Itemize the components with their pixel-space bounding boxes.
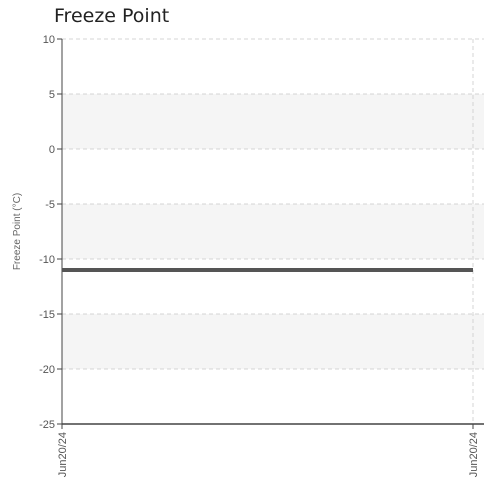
y-tick-label: 10 <box>43 34 55 46</box>
y-tick-label: -15 <box>39 309 55 321</box>
grid-band <box>62 94 484 149</box>
y-tick-label: 5 <box>49 89 55 101</box>
x-tick-label: Jun20/24 <box>57 432 69 477</box>
axis-layer <box>57 38 484 429</box>
chart-title: Freeze Point <box>54 5 170 27</box>
band-layer <box>62 94 484 369</box>
y-tick-label: -5 <box>45 199 55 211</box>
y-tick-label: -10 <box>39 254 55 266</box>
grid-band <box>62 314 484 369</box>
y-axis-label: Freeze Point (°C) <box>12 193 23 270</box>
y-tick-label: -25 <box>39 419 55 431</box>
x-tick-label: Jun20/24 <box>468 432 480 477</box>
grid-band <box>62 204 484 259</box>
y-tick-label: 0 <box>49 144 55 156</box>
y-tick-label: -20 <box>39 364 55 376</box>
